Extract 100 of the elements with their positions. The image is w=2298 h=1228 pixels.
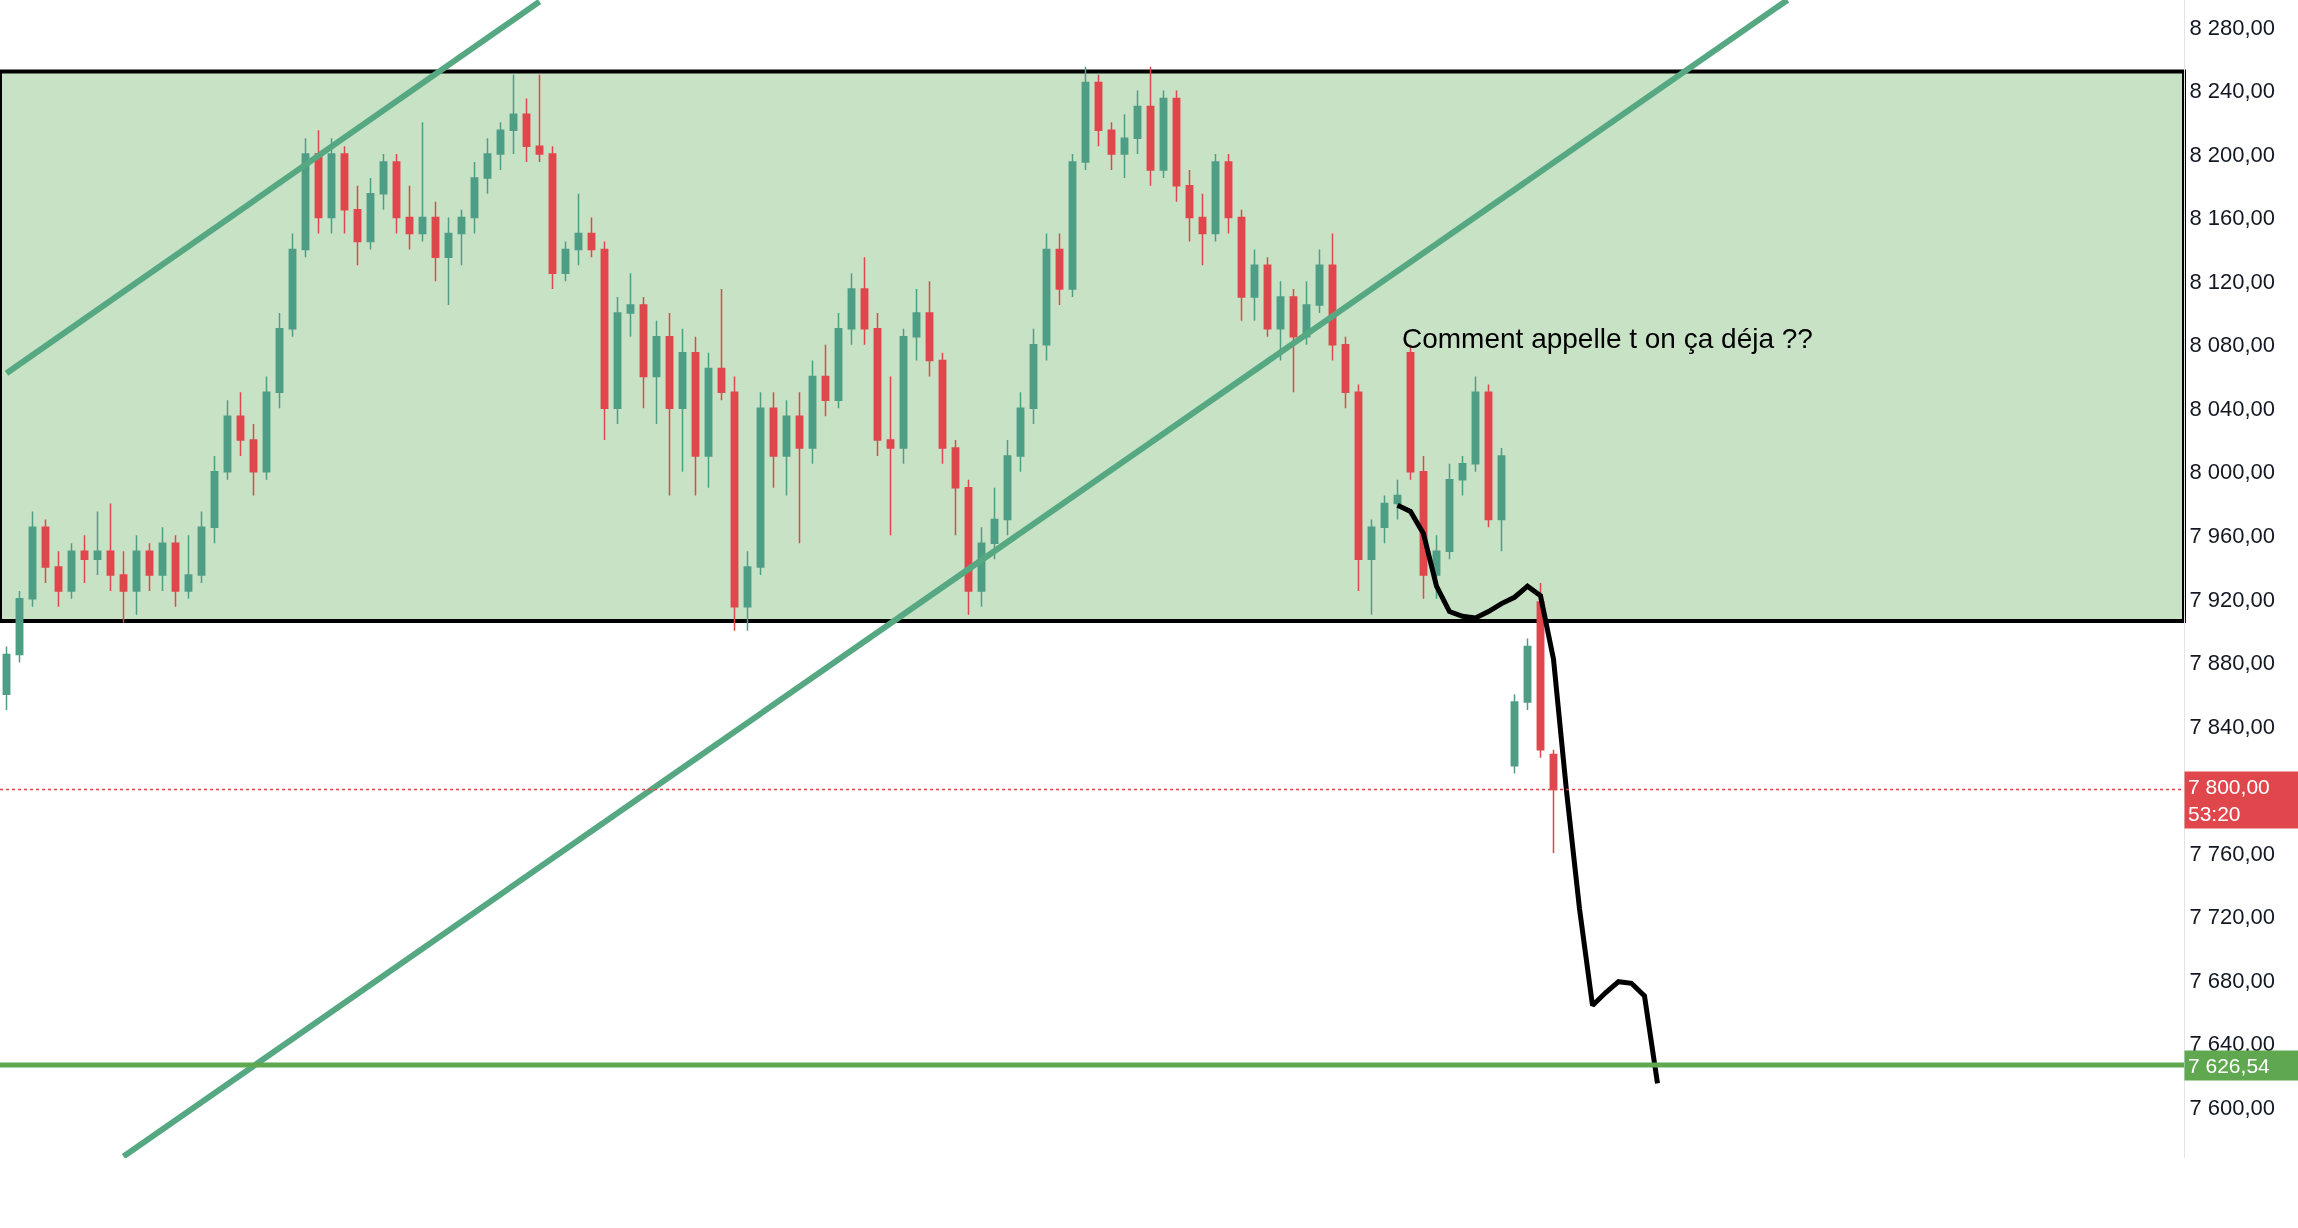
candlestick: [1172, 89, 1181, 203]
candlestick: [938, 351, 947, 465]
y-tick-label: 7 600,00: [2189, 1094, 2276, 1120]
candlestick: [28, 510, 37, 608]
y-tick-label: 7 840,00: [2189, 713, 2276, 739]
candlestick: [1185, 169, 1194, 243]
candlestick: [574, 193, 583, 267]
candlestick: [41, 518, 50, 584]
candlestick: [223, 399, 232, 481]
candlestick: [405, 185, 414, 251]
candlestick: [1315, 248, 1324, 314]
candlestick: [717, 288, 726, 402]
candlestick: [1497, 447, 1506, 552]
candlestick: [1458, 455, 1467, 497]
candlestick: [873, 312, 882, 457]
candlestick: [743, 550, 752, 632]
ref-line-label: 7 626,54: [2188, 1054, 2271, 1077]
candlestick: [236, 391, 245, 457]
candlestick: [288, 232, 297, 338]
candlestick: [652, 320, 661, 425]
candlestick: [730, 375, 739, 632]
y-tick-label: 7 760,00: [2189, 840, 2276, 866]
y-tick-label: 8 200,00: [2189, 141, 2276, 167]
candlestick: [158, 526, 167, 592]
candlestick: [1146, 65, 1155, 187]
candlestick: [1367, 518, 1376, 616]
candlestick: [197, 510, 206, 584]
candlestick: [1471, 375, 1480, 473]
candlestick: [626, 272, 635, 338]
y-tick-label: 7 640,00: [2189, 1031, 2276, 1057]
candlestick: [899, 328, 908, 465]
candlestick: [587, 216, 596, 259]
candlestick: [1081, 65, 1090, 171]
candlestick: [600, 240, 609, 441]
candlestick: [795, 391, 804, 545]
candlestick: [925, 280, 934, 378]
candlestick: [509, 73, 518, 155]
candlestick: [1107, 121, 1116, 171]
candlestick: [821, 343, 830, 417]
candlestick: [1237, 208, 1246, 322]
candlestick: [1055, 232, 1064, 306]
candlestick: [2, 645, 11, 711]
candlestick: [145, 542, 154, 592]
candlestick: [834, 312, 843, 409]
candlestick: [522, 97, 531, 163]
y-tick-label: 7 720,00: [2189, 904, 2276, 930]
candlestick: [808, 359, 817, 465]
candlestick: [1224, 153, 1233, 235]
candlestick: [912, 288, 921, 362]
candlestick: [171, 534, 180, 608]
y-tick-label: 8 080,00: [2189, 332, 2276, 358]
y-tick-label: 8 240,00: [2189, 78, 2276, 104]
y-tick-label: 8 000,00: [2189, 459, 2276, 485]
candlestick: [691, 336, 700, 497]
candlestick: [340, 145, 349, 235]
candlestick: [262, 375, 271, 481]
candlestick: [366, 177, 375, 251]
y-tick-label: 7 680,00: [2189, 967, 2276, 993]
candlestick: [1380, 494, 1389, 545]
candlestick: [665, 312, 674, 497]
candlestick: [457, 208, 466, 267]
candlestick: [886, 375, 895, 537]
candlestick: [1289, 288, 1298, 394]
candlestick: [106, 502, 115, 592]
candlestick: [1341, 336, 1350, 409]
candlestick: [184, 534, 193, 600]
candlestick: [951, 439, 960, 537]
candlestick: [249, 423, 258, 497]
candlestick: [119, 550, 128, 624]
candlestick: [1003, 439, 1012, 537]
candlestick: [275, 312, 284, 409]
y-tick-label: 7 880,00: [2189, 650, 2276, 676]
y-tick-label: 7 920,00: [2189, 586, 2276, 612]
candlestick: [80, 534, 89, 584]
candlestick: [548, 145, 557, 290]
candlestick: [678, 328, 687, 473]
candlestick: [1354, 383, 1363, 592]
candlestick: [418, 121, 427, 243]
candlestick: [67, 542, 76, 600]
y-tick-label: 8 160,00: [2189, 205, 2276, 231]
y-tick-label: 8 280,00: [2189, 14, 2276, 40]
candlestick: [132, 534, 141, 616]
candlestick: [379, 153, 388, 211]
candlestick: [1250, 248, 1259, 322]
candlestick: [496, 121, 505, 171]
candlestick: [1445, 463, 1454, 560]
candlestick: [93, 510, 102, 576]
candlestick: [860, 256, 869, 346]
ref-line-label: 7 800,00 53:20: [2188, 775, 2270, 826]
candlestick: [756, 391, 765, 576]
candlestick: [769, 391, 778, 489]
candlestick: [1029, 328, 1038, 425]
y-tick-label: 7 960,00: [2189, 523, 2276, 549]
candlestick: [444, 216, 453, 306]
candlestick: [1094, 73, 1103, 147]
candlestick: [1198, 193, 1207, 267]
candlestick: [392, 153, 401, 235]
y-tick-label: 8 040,00: [2189, 395, 2276, 421]
candlestick: [353, 185, 362, 267]
candlestick: [54, 550, 63, 608]
